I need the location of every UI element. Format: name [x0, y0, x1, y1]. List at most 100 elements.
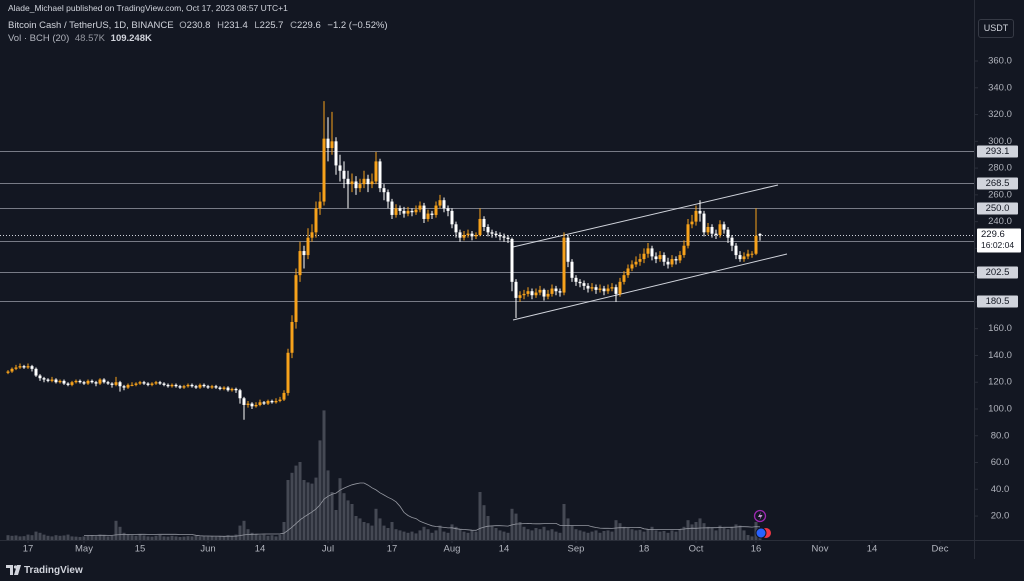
currency-button[interactable]: USDT — [978, 19, 1014, 38]
candle-body — [258, 402, 262, 405]
volume-bar — [78, 537, 82, 540]
candle-body — [198, 384, 202, 388]
candle-body — [726, 229, 730, 238]
volume-bar — [174, 536, 178, 540]
candle-body — [22, 366, 26, 368]
candle-body — [6, 371, 10, 373]
candle-body — [290, 321, 294, 353]
candle-body — [102, 379, 106, 383]
volume-bar — [694, 522, 698, 540]
volume-bar — [462, 531, 466, 540]
x-tick-label: Nov — [812, 544, 829, 555]
volume-bar — [634, 530, 638, 540]
volume-bar — [166, 536, 170, 540]
volume-bar — [370, 525, 374, 540]
candle-body — [86, 380, 90, 384]
candle-body — [114, 382, 118, 385]
candle-body — [358, 184, 362, 189]
volume-bar — [138, 534, 142, 540]
volume-bar — [250, 532, 254, 540]
volume-bar — [350, 504, 354, 540]
volume-bar — [606, 530, 610, 540]
candle-body — [54, 379, 58, 383]
volume-bar — [578, 530, 582, 540]
channel-line — [512, 184, 779, 248]
x-tick-label: 14 — [867, 544, 878, 555]
candle-body — [82, 382, 86, 384]
volume-bar — [730, 526, 734, 540]
candle-body — [546, 293, 550, 297]
candle-body — [506, 237, 510, 240]
volume-bar — [238, 525, 242, 540]
level-label-box — [977, 177, 1018, 190]
volume-bar — [518, 522, 522, 540]
candle-body — [410, 210, 414, 213]
volume-bar — [398, 530, 402, 540]
candle-body — [66, 383, 70, 385]
volume-bar — [162, 536, 166, 540]
x-tick-label: 14 — [499, 544, 510, 555]
volume-bar — [338, 478, 342, 540]
candle-body — [314, 208, 318, 233]
ohlc-value: 230.8 — [186, 20, 211, 31]
candle-body — [434, 205, 438, 215]
volume-bar — [390, 522, 394, 540]
candle-body — [650, 248, 654, 257]
volume-bar — [562, 504, 566, 540]
candle-body — [142, 382, 146, 384]
volume-bar — [178, 537, 182, 540]
candle-body — [282, 392, 286, 400]
volume-bar — [630, 529, 634, 540]
volume-bar — [414, 533, 418, 540]
candle-body — [138, 382, 142, 384]
candle-body — [322, 138, 326, 202]
candle-body — [122, 386, 126, 388]
candle-body — [438, 200, 442, 206]
volume-bar — [74, 536, 78, 540]
volume-bar — [18, 536, 22, 540]
candle-body — [458, 232, 462, 238]
volume-bar — [618, 523, 622, 540]
volume-bar — [522, 526, 526, 540]
volume-bar — [206, 536, 210, 540]
candle-body — [742, 256, 746, 260]
candle-body — [566, 237, 570, 262]
volume-bar — [34, 531, 38, 540]
candle-body — [534, 292, 538, 296]
candle-body — [146, 383, 150, 385]
candle-body — [442, 200, 446, 209]
candle-body — [14, 367, 18, 369]
candle-body — [46, 379, 50, 381]
volume-bar — [222, 536, 226, 540]
legend-main: Bitcoin Cash / TetherUS, 1D, BINANCE O23… — [8, 20, 392, 31]
volume-bar — [262, 534, 266, 540]
candle-body — [30, 366, 34, 369]
volume-bar — [610, 531, 614, 540]
x-tick-label: Dec — [932, 544, 949, 555]
candle-body — [694, 210, 698, 222]
volume-bar — [614, 520, 618, 540]
candle-body — [618, 281, 622, 294]
candle-body — [74, 380, 78, 383]
candle-body — [370, 181, 374, 185]
volume-bar — [474, 531, 478, 540]
volume-bar — [490, 525, 494, 540]
level-label-box — [977, 202, 1018, 215]
candle-body — [230, 388, 234, 391]
volume-bar — [334, 510, 338, 540]
candle-body — [714, 233, 718, 236]
candle-body — [90, 380, 94, 383]
volume-bar — [118, 526, 122, 540]
candle-body — [214, 386, 218, 388]
volume-bar — [646, 529, 650, 540]
candle-body — [174, 384, 178, 387]
candle-body — [126, 384, 130, 388]
x-tick-label: 15 — [135, 544, 146, 555]
volume-bar — [386, 528, 390, 540]
y-tick-label: 40.0 — [991, 484, 1010, 495]
volume-bar — [62, 535, 66, 540]
candle-body — [674, 259, 678, 261]
x-tick-label: 14 — [255, 544, 266, 555]
volume-bar — [154, 535, 158, 540]
candle-body — [382, 188, 386, 193]
